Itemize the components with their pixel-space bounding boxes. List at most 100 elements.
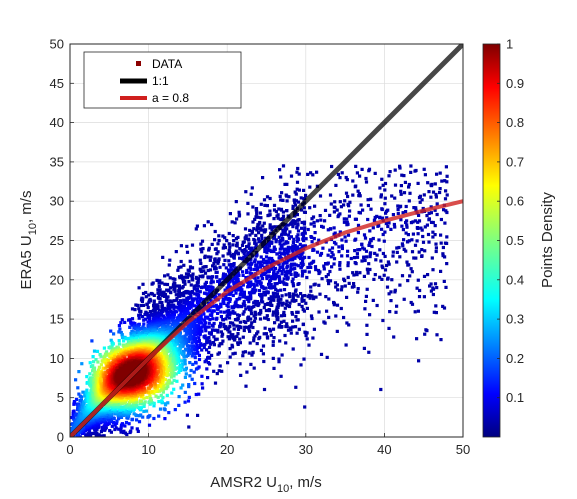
data-point — [238, 256, 242, 260]
data-point — [271, 310, 276, 314]
data-point — [413, 219, 417, 223]
data-point — [200, 348, 204, 352]
data-point — [141, 415, 145, 419]
data-point — [76, 386, 80, 390]
data-point — [250, 305, 254, 309]
data-point — [332, 303, 336, 307]
data-point — [207, 248, 211, 252]
data-point — [416, 181, 420, 185]
data-point — [280, 272, 284, 276]
data-point — [346, 264, 350, 268]
data-point — [225, 274, 229, 278]
data-point — [164, 335, 168, 339]
data-point — [426, 232, 431, 237]
data-point — [167, 366, 171, 370]
data-point — [330, 265, 334, 269]
data-point — [290, 280, 294, 284]
data-point — [181, 383, 185, 387]
data-point — [84, 433, 88, 437]
data-point — [380, 177, 384, 181]
data-point — [230, 335, 234, 339]
data-point — [164, 299, 168, 303]
data-point — [145, 312, 149, 316]
data-point — [259, 228, 263, 232]
data-point — [179, 291, 183, 296]
data-point — [185, 275, 190, 279]
data-point — [234, 249, 238, 253]
data-point — [304, 333, 308, 338]
data-point — [251, 220, 255, 224]
data-point — [336, 288, 340, 292]
data-point — [205, 338, 209, 342]
data-point — [276, 216, 280, 220]
data-point — [104, 426, 108, 430]
data-point — [313, 204, 317, 208]
data-point — [197, 353, 201, 357]
data-point — [262, 332, 266, 336]
data-point — [343, 279, 347, 283]
data-point — [296, 294, 300, 298]
data-point — [425, 329, 429, 333]
data-point — [227, 259, 231, 263]
data-point — [144, 295, 148, 299]
data-point — [259, 348, 263, 352]
data-point — [241, 273, 245, 277]
data-point — [385, 285, 390, 289]
data-point — [302, 309, 306, 313]
data-point — [400, 224, 404, 228]
data-point — [328, 269, 332, 274]
data-point — [87, 396, 91, 401]
data-point — [327, 282, 331, 286]
data-point — [206, 361, 210, 365]
data-point — [227, 326, 231, 330]
data-point — [177, 395, 181, 399]
data-point — [423, 173, 427, 177]
data-point — [245, 268, 249, 273]
data-point — [98, 400, 102, 405]
data-point — [345, 178, 349, 182]
data-point — [259, 216, 263, 220]
data-point — [343, 284, 347, 288]
data-point — [209, 255, 213, 259]
data-point — [431, 292, 435, 297]
data-point — [441, 252, 445, 256]
data-point — [439, 338, 443, 342]
data-point — [356, 223, 361, 227]
data-point — [256, 276, 260, 280]
data-point — [291, 204, 295, 208]
data-point — [365, 332, 369, 336]
data-point — [265, 302, 270, 306]
data-point — [91, 373, 95, 377]
data-point — [313, 265, 318, 269]
data-point — [177, 314, 181, 318]
data-point — [281, 228, 285, 232]
data-point — [122, 343, 126, 347]
data-point — [233, 318, 238, 322]
data-point — [94, 423, 98, 427]
data-point — [150, 389, 154, 393]
data-point — [179, 386, 183, 390]
data-point — [332, 232, 336, 236]
data-point — [177, 265, 181, 270]
data-point — [293, 219, 297, 224]
data-point — [142, 396, 146, 400]
data-point — [215, 372, 219, 376]
data-point — [340, 254, 344, 258]
data-point — [404, 249, 408, 253]
data-point — [220, 369, 224, 373]
data-point — [295, 310, 299, 314]
data-point — [423, 225, 427, 229]
data-point — [215, 252, 219, 256]
data-point — [225, 303, 229, 307]
data-point — [295, 170, 299, 174]
data-point — [245, 245, 249, 249]
data-point — [187, 296, 191, 300]
data-point — [202, 324, 206, 328]
data-point — [412, 256, 416, 260]
data-point — [203, 265, 207, 269]
data-point — [169, 373, 174, 377]
data-point — [168, 286, 173, 290]
data-point — [291, 292, 295, 296]
data-point — [420, 248, 424, 252]
data-point — [386, 276, 390, 280]
